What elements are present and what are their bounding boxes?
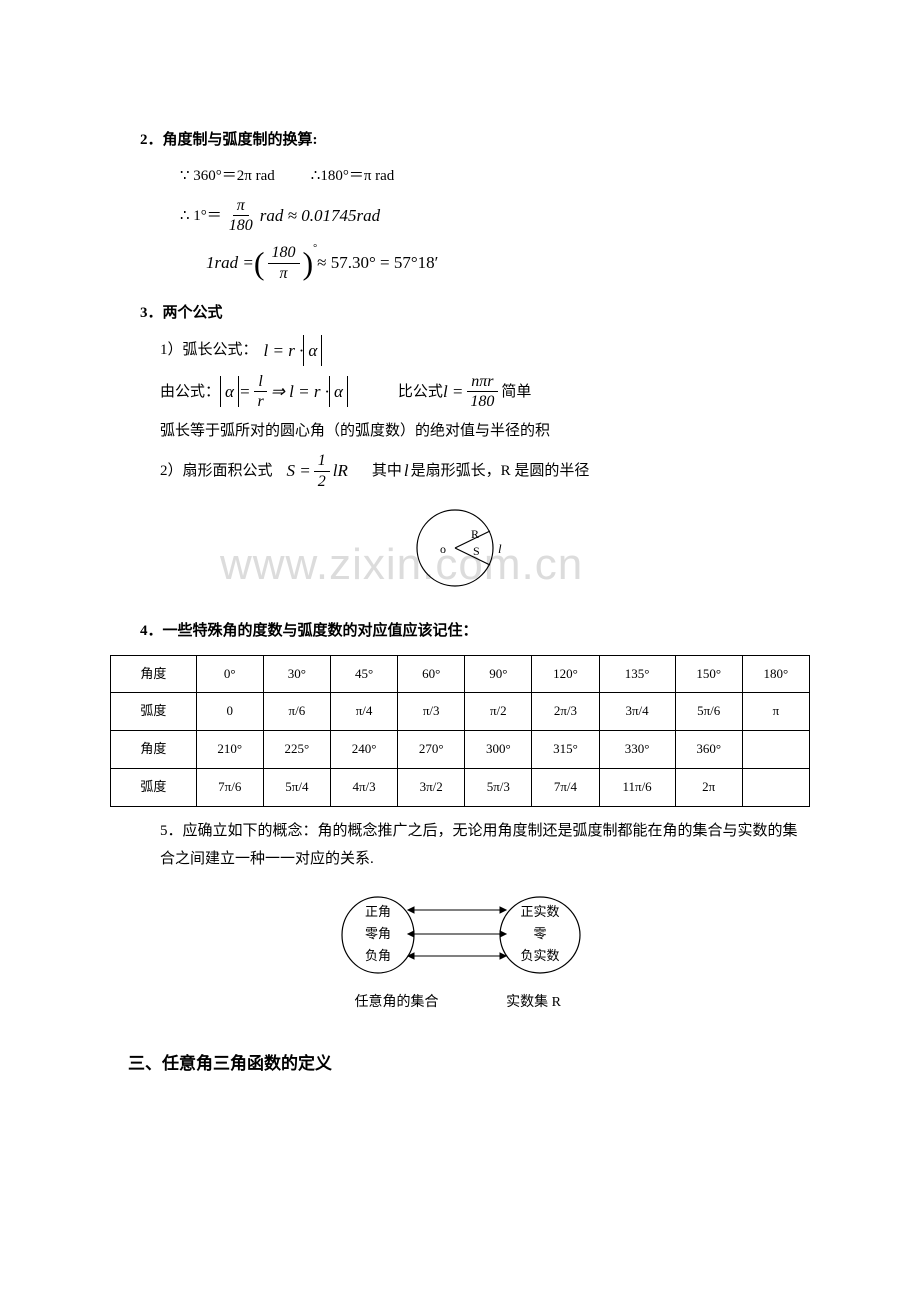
cap-left: 任意角的集合 <box>347 992 447 1014</box>
f1-label: 1）弧长公式： <box>160 338 258 362</box>
f2-where-post: 是扇形弧长，R 是圆的半径 <box>411 459 590 483</box>
f2-s: S = <box>287 457 311 484</box>
rparen-icon: ) <box>303 247 314 279</box>
abs-alpha-1: α <box>303 337 322 364</box>
s2-line3-post: ≈ 57.30° = 57°18′ <box>317 249 438 276</box>
svg-text:正角: 正角 <box>365 904 391 919</box>
mapping-figure: 正角 零角 负角 正实数 零 负实数 任意角的集合 实数集 R <box>110 890 810 1014</box>
f2-label: 2）扇形面积公式 <box>160 459 273 483</box>
abs-alpha-2: α <box>220 378 239 405</box>
table-row: 角度 0° 30° 45° 60° 90° 120° 135° 150° 180… <box>111 655 810 693</box>
heading-5: 5．应确立如下的概念：角的概念推广之后，无论用角度制还是弧度制都能在角的集合与实… <box>160 817 810 874</box>
s2-line2-pre: ∴ 1°＝ <box>180 204 222 228</box>
svg-text:负角: 负角 <box>365 948 391 963</box>
s2-frac2: 180 π <box>268 243 300 282</box>
row3-lbl: 角度 <box>111 731 197 769</box>
cmp-pre: 比公式 <box>398 380 443 404</box>
svg-text:零: 零 <box>533 926 546 941</box>
cmp-post: 简单 <box>501 380 531 404</box>
f-by-imp: ⇒ l = r · <box>271 378 329 405</box>
row1-lbl: 角度 <box>111 655 197 693</box>
table-row: 弧度 7π/6 5π/4 4π/3 3π/2 5π/3 7π/4 11π/6 2… <box>111 769 810 807</box>
f-by-eq: = <box>239 378 250 405</box>
heading-4: 4．一些特殊角的度数与弧度数的对应值应该记住： <box>140 619 810 643</box>
angle-table: 角度 0° 30° 45° 60° 90° 120° 135° 150° 180… <box>110 655 810 807</box>
svg-text:o: o <box>440 542 446 556</box>
f-by-lbl: 由公式： <box>160 380 220 404</box>
abs-alpha-3: α <box>329 378 348 405</box>
f2-post: lR <box>333 457 348 484</box>
s2-line1b: ∴180°＝π rad <box>311 164 395 188</box>
frac-half: 1 2 <box>314 451 330 490</box>
heading-2: 2．角度制与弧度制的换算: <box>140 128 810 152</box>
heading-3: 3．两个公式 <box>140 301 810 325</box>
row4-lbl: 弧度 <box>111 769 197 807</box>
s2-line2-post: rad ≈ 0.01745rad <box>260 202 380 229</box>
svg-text:正实数: 正实数 <box>520 904 559 919</box>
svg-text:l: l <box>498 541 502 556</box>
svg-text:S: S <box>473 544 480 558</box>
cap-right: 实数集 R <box>494 992 574 1014</box>
table-row: 角度 210° 225° 240° 270° 300° 315° 330° 36… <box>111 731 810 769</box>
row2-lbl: 弧度 <box>111 693 197 731</box>
arc-note: 弧长等于弧所对的圆心角（的弧度数）的绝对值与半径的积 <box>160 419 810 443</box>
degree-sup: ° <box>313 241 317 257</box>
s2-line1a: ∵ 360°＝2π rad <box>180 164 275 188</box>
table-row: 弧度 0 π/6 π/4 π/3 π/2 2π/3 3π/4 5π/6 π <box>111 693 810 731</box>
frac-l-r: l r <box>253 372 267 411</box>
s2-frac1: π 180 <box>225 196 257 235</box>
s2-line3-pre: 1rad = <box>206 249 254 276</box>
frac-npir: nπr 180 <box>466 372 498 411</box>
section-3-heading: 三、任意角三角函数的定义 <box>128 1050 810 1077</box>
svg-text:零角: 零角 <box>365 926 391 941</box>
f2-where-pre: 其中 <box>372 459 402 483</box>
f1-lhs: l = r · <box>264 337 304 364</box>
svg-text:R: R <box>471 527 479 541</box>
sector-figure: o R S l <box>110 503 810 601</box>
svg-text:负实数: 负实数 <box>520 948 559 963</box>
f2-where-l: l <box>404 457 409 484</box>
lparen-icon: ( <box>254 247 265 279</box>
cmp-l: l = <box>443 378 463 405</box>
